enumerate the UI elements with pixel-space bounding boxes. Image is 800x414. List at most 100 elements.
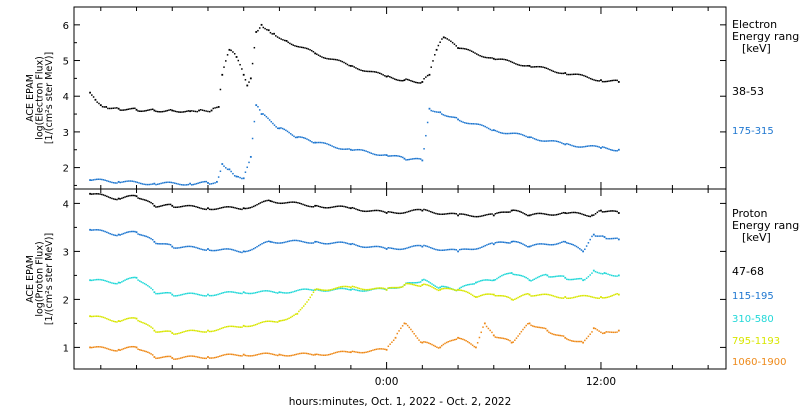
legend-title-line: Energy ranges: [732, 30, 800, 43]
data-point: [585, 277, 588, 280]
data-point: [431, 283, 433, 285]
data-point: [462, 285, 464, 288]
data-point: [419, 281, 422, 283]
data-point: [336, 205, 338, 208]
data-point: [273, 124, 276, 126]
data-point: [406, 158, 409, 161]
data-point: [202, 357, 204, 359]
data-point: [106, 280, 108, 283]
data-point: [603, 146, 605, 149]
data-point: [594, 270, 597, 273]
data-point: [276, 202, 279, 204]
data-point: [435, 248, 437, 251]
data-point: [291, 315, 294, 318]
data-point: [466, 291, 469, 294]
data-point: [304, 137, 307, 140]
data-point: [617, 148, 620, 151]
data-point: [232, 172, 234, 175]
data-point: [222, 248, 224, 250]
data-point: [559, 275, 562, 277]
legend-title-line: Proton: [732, 207, 767, 220]
data-point: [129, 108, 131, 110]
data-point: [607, 331, 609, 333]
data-point: [109, 348, 111, 351]
data-point: [143, 282, 146, 285]
data-point: [372, 70, 374, 73]
data-point: [188, 329, 190, 332]
data-point: [518, 64, 520, 66]
data-point: [520, 133, 522, 136]
data-point: [293, 135, 295, 138]
data-point: [445, 213, 447, 215]
data-point: [530, 324, 532, 327]
data-point: [178, 247, 180, 249]
data-point: [443, 249, 446, 251]
data-point: [130, 230, 133, 233]
data-point: [566, 242, 568, 244]
data-point: [191, 292, 194, 295]
data-point: [304, 352, 306, 354]
data-point: [395, 78, 398, 81]
data-point: [387, 345, 390, 348]
data-point: [515, 241, 518, 243]
data-point: [525, 245, 527, 247]
data-point: [531, 279, 534, 281]
data-point: [181, 331, 184, 334]
data-point: [522, 294, 524, 296]
data-point: [343, 148, 345, 150]
data-point: [224, 291, 226, 294]
data-point: [259, 290, 262, 293]
data-point: [397, 286, 399, 289]
data-point: [509, 132, 512, 135]
data-point: [158, 183, 161, 185]
legend-title-line: [keV]: [742, 231, 771, 244]
data-point: [260, 113, 263, 115]
data-point: [349, 148, 352, 151]
data-point: [566, 73, 568, 76]
data-point: [344, 62, 347, 65]
data-point: [580, 249, 583, 251]
data-point: [227, 206, 230, 208]
data-point: [397, 155, 399, 157]
data-point: [283, 241, 285, 244]
data-point: [294, 313, 297, 315]
data-point: [119, 349, 121, 351]
data-point: [370, 350, 372, 352]
data-point: [150, 353, 152, 355]
data-point: [288, 131, 290, 134]
data-point: [247, 207, 250, 209]
data-point: [501, 274, 503, 277]
data-point: [421, 81, 424, 83]
data-point: [195, 293, 197, 295]
data-point: [99, 346, 101, 348]
data-point: [434, 110, 436, 113]
data-point: [441, 285, 443, 288]
data-point: [104, 317, 106, 319]
data-point: [525, 65, 527, 67]
data-point: [130, 107, 133, 110]
data-point: [349, 64, 352, 67]
data-point: [518, 295, 521, 298]
data-point: [436, 286, 438, 288]
legend-entry: 175-315: [732, 126, 774, 137]
data-point: [494, 336, 497, 338]
data-point: [483, 279, 485, 281]
data-point: [227, 248, 230, 250]
data-point: [596, 145, 599, 148]
data-point: [463, 285, 466, 287]
data-point: [156, 206, 159, 208]
data-point: [481, 279, 484, 282]
data-point: [242, 73, 245, 76]
data-point: [445, 341, 448, 344]
data-point: [99, 104, 102, 107]
data-point: [322, 56, 325, 59]
data-point: [431, 211, 434, 214]
data-point: [378, 245, 381, 248]
data-point: [329, 242, 332, 245]
data-point: [322, 206, 325, 209]
data-point: [601, 80, 604, 83]
data-point: [476, 342, 479, 344]
data-point: [181, 205, 184, 208]
data-point: [102, 316, 105, 319]
data-point: [444, 114, 446, 117]
